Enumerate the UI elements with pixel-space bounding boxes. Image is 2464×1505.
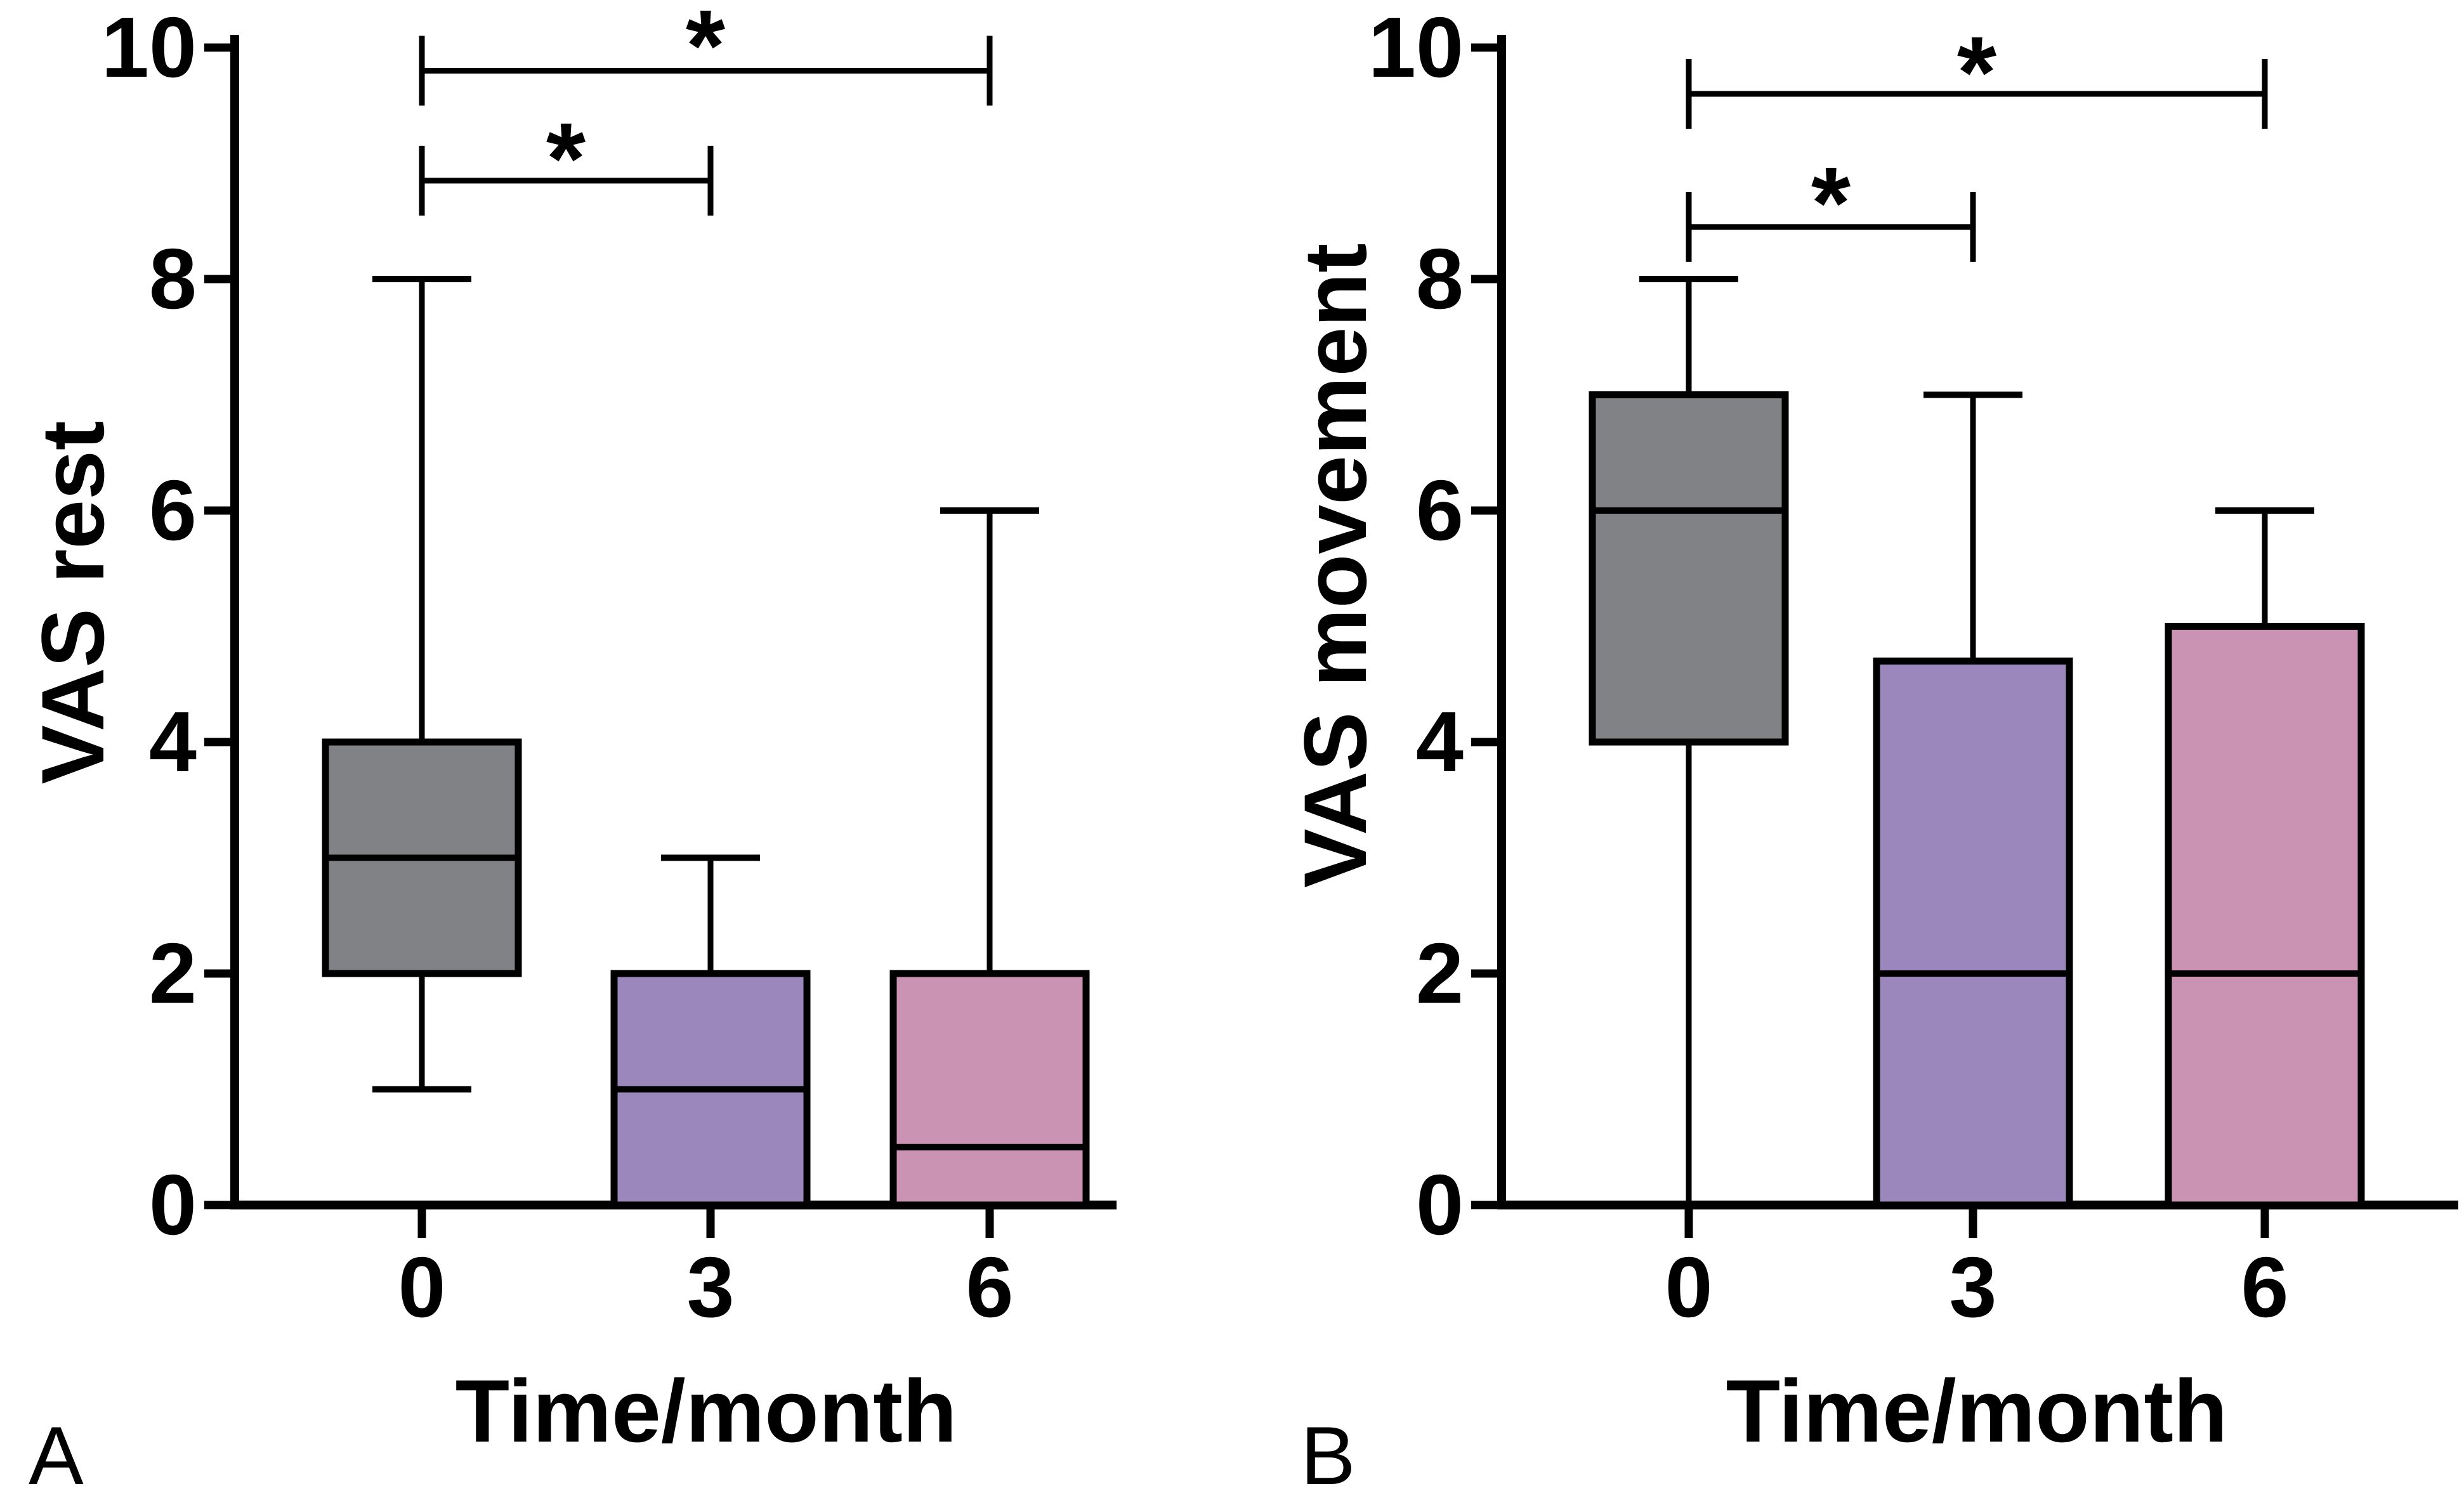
significance-asterisk: *: [1811, 146, 1851, 259]
x-axis-title-panel-a: Time/month: [455, 1361, 957, 1461]
y-tick-label: 2: [148, 925, 197, 1021]
y-tick-label: 2: [1415, 925, 1464, 1021]
y-tick-label: 8: [1415, 231, 1464, 327]
box-purple-t3: [1873, 657, 2073, 1209]
y-axis-title-panel-b: VAS movement: [1285, 243, 1385, 888]
x-axis-title-panel-b: Time/month: [1726, 1361, 2228, 1461]
y-tick-label: 4: [1415, 694, 1464, 790]
box-pink-t6: [2165, 623, 2365, 1209]
x-tick-label: 0: [398, 1239, 446, 1335]
y-tick-label: 4: [148, 694, 197, 790]
box-gray-t0: [1589, 391, 1789, 746]
y-tick-label: 6: [1415, 462, 1464, 558]
y-axis-title-panel-a: VAS rest: [23, 420, 122, 785]
significance-asterisk: *: [1956, 15, 1997, 129]
significance-asterisk: *: [685, 0, 726, 102]
x-tick-label: 6: [2241, 1239, 2289, 1335]
y-tick-label: 0: [1415, 1157, 1464, 1253]
y-tick-label: 0: [148, 1157, 197, 1253]
y-tick-label: 8: [148, 231, 197, 327]
x-tick-label: 0: [1665, 1239, 1713, 1335]
panel-letter-a: A: [29, 1409, 84, 1502]
significance-asterisk: *: [546, 101, 586, 215]
y-tick-label: 10: [1368, 0, 1464, 95]
box-pink-t6: [889, 970, 1090, 1209]
panel-letter-b: B: [1301, 1409, 1356, 1502]
x-tick-label: 6: [966, 1239, 1014, 1335]
x-tick-label: 3: [686, 1239, 735, 1335]
y-tick-label: 10: [101, 0, 197, 95]
y-tick-label: 6: [148, 462, 197, 558]
x-tick-label: 3: [1949, 1239, 1997, 1335]
